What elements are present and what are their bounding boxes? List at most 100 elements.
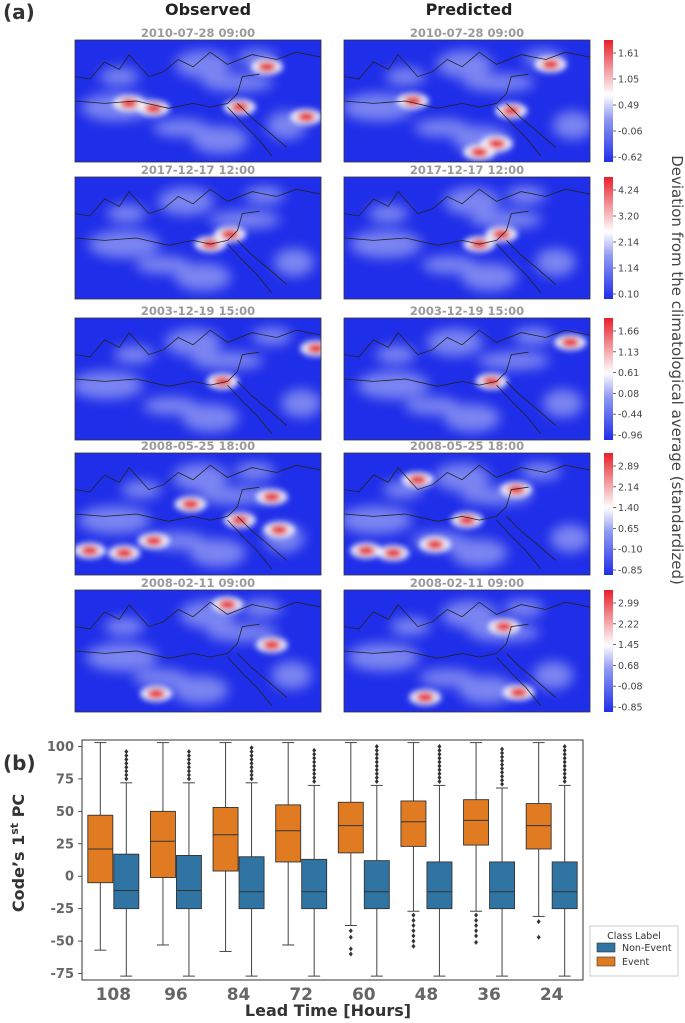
outlier-point <box>312 763 317 769</box>
x-tick-label: 48 <box>415 985 439 1005</box>
x-axis-label: Lead Time [Hours] <box>245 1001 411 1020</box>
box-iqr <box>551 861 578 910</box>
legend-label-event: Event <box>622 957 649 968</box>
outlier-point <box>411 923 416 929</box>
outlier-point <box>124 764 129 770</box>
box-iqr <box>113 853 140 910</box>
map-predicted-5: 2008-02-11 09:00 <box>343 576 591 713</box>
map-observed-1: 2010-07-28 09:00 <box>74 26 322 163</box>
map-observed-timestamp-4: 2008-05-25 18:00 <box>141 439 255 453</box>
outlier-point <box>374 767 379 773</box>
box-iqr <box>463 799 490 846</box>
outlier-point <box>500 758 505 764</box>
map-frame <box>74 452 322 576</box>
legend-label-non-event: Non-Event <box>622 943 672 954</box>
box-event-36 <box>463 742 490 945</box>
y-axis-label-sup: st <box>8 823 21 835</box>
map-frame <box>74 317 322 441</box>
box-iqr <box>525 803 552 850</box>
outlier-point <box>562 759 567 765</box>
outlier-point <box>500 750 505 756</box>
colorbar-tick-label: 1.45 <box>618 640 639 651</box>
box-non-event-72 <box>301 747 328 977</box>
outlier-point <box>437 751 442 757</box>
outlier-point <box>500 781 505 787</box>
colorbar-tick-label: -0.08 <box>618 682 643 693</box>
x-tick-label: 60 <box>352 985 376 1005</box>
map-predicted-timestamp-5: 2008-02-11 09:00 <box>410 576 524 590</box>
colorbar-tick-label: 0.10 <box>618 290 639 301</box>
outlier-point <box>374 779 379 785</box>
box-iqr <box>426 861 453 910</box>
map-frame <box>343 317 591 441</box>
colorbar-tick-label: 1.05 <box>618 75 639 86</box>
map-predicted-timestamp-4: 2008-05-25 18:00 <box>410 439 524 453</box>
outlier-point <box>474 939 479 945</box>
outlier-point <box>249 764 254 770</box>
map-observed-timestamp-2: 2017-12-17 12:00 <box>141 163 255 177</box>
box-iqr <box>301 858 328 910</box>
y-tick-label: 100 <box>47 740 74 755</box>
outlier-point <box>348 934 353 940</box>
box-iqr <box>489 861 516 910</box>
outlier-point <box>348 928 353 934</box>
x-tick-label: 84 <box>227 985 251 1005</box>
outlier-point <box>411 943 416 949</box>
map-predicted-timestamp-2: 2017-12-17 12:00 <box>410 163 524 177</box>
y-tick-label: -75 <box>51 967 75 982</box>
outlier-point <box>312 755 317 761</box>
box-event-96 <box>149 742 176 946</box>
map-observed-timestamp-5: 2008-02-11 09:00 <box>141 576 255 590</box>
box-event-24 <box>525 742 552 940</box>
colorbar-tick-label: 2.14 <box>618 238 639 249</box>
outlier-point <box>348 951 353 957</box>
outlier-point <box>374 751 379 757</box>
y-tick-label: 0 <box>65 870 74 885</box>
x-tick-label: 72 <box>289 985 313 1005</box>
colorbar-tick-label: 4.24 <box>618 186 639 197</box>
colorbar-tick-label: -0.85 <box>618 566 643 577</box>
outlier-point <box>437 767 442 773</box>
legend-swatch-non-event <box>596 942 616 953</box>
colorbar-tick-label: -0.85 <box>618 703 643 714</box>
map-observed-4: 2008-05-25 18:00 <box>74 439 322 576</box>
map-predicted-2: 2017-12-17 12:00 <box>343 163 591 300</box>
y-axis-label: Code’s 1st PC <box>8 794 28 912</box>
box-event-108 <box>87 742 114 951</box>
outlier-point <box>562 771 567 777</box>
predicted-column-title: Predicted <box>426 0 513 19</box>
outlier-point <box>124 756 129 762</box>
outlier-point <box>500 754 505 760</box>
outlier-point <box>186 749 191 755</box>
outlier-point <box>536 919 541 925</box>
outlier-point <box>186 756 191 762</box>
outlier-point <box>312 771 317 777</box>
map-predicted-timestamp-1: 2010-07-28 09:00 <box>410 26 524 40</box>
colorbar-tick-label: 0.61 <box>618 368 639 379</box>
legend-swatch-event <box>596 956 616 967</box>
outlier-point <box>312 751 317 757</box>
colorbar-tick-label: 1.66 <box>618 327 639 338</box>
colorbar-tick-label: -0.62 <box>618 153 643 164</box>
colorbar-label: Deviation from the climatological averag… <box>668 155 685 585</box>
outlier-point <box>186 760 191 766</box>
map-predicted-3: 2003-12-19 15:00 <box>343 304 591 441</box>
outlier-point <box>186 772 191 778</box>
box-non-event-84 <box>238 745 265 977</box>
outlier-point <box>411 938 416 944</box>
colorbar-1: 1.61 1.05 0.49 -0.06 -0.62 <box>604 40 643 164</box>
outlier-point <box>562 743 567 749</box>
outlier-point <box>562 763 567 769</box>
outlier-point <box>249 745 254 751</box>
outlier-point <box>562 747 567 753</box>
outlier-point <box>249 760 254 766</box>
outlier-point <box>249 772 254 778</box>
x-tick-label: 96 <box>164 985 188 1005</box>
outlier-point <box>186 768 191 774</box>
outlier-point <box>437 779 442 785</box>
colorbar-tick-label: -0.96 <box>618 431 643 442</box>
outlier-point <box>186 753 191 759</box>
map-frame <box>343 452 591 576</box>
outlier-point <box>437 763 442 769</box>
outlier-point <box>312 779 317 785</box>
